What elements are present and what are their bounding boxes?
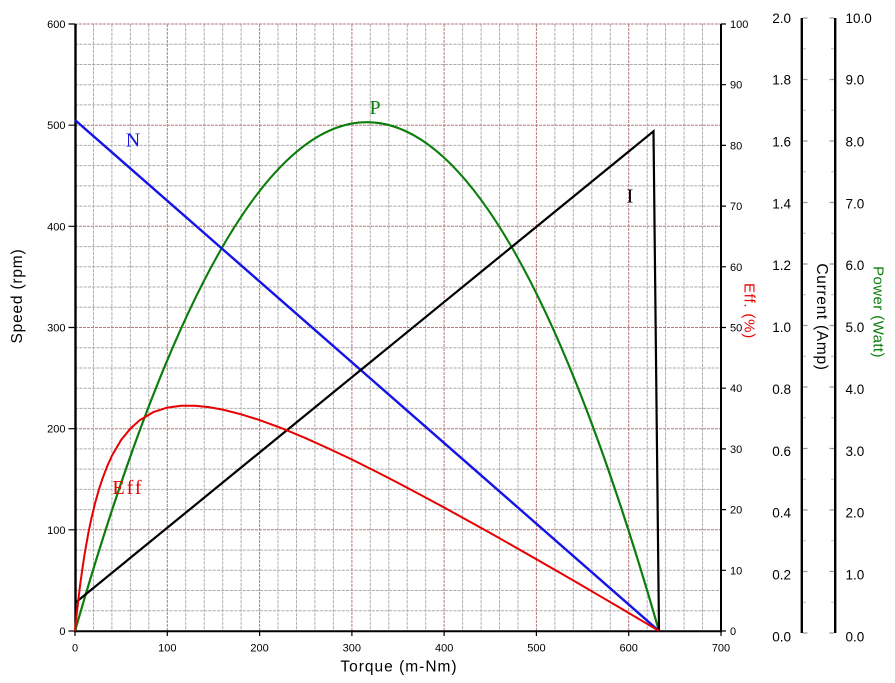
svg-text:400: 400	[47, 221, 65, 233]
svg-text:Eff. (%): Eff. (%)	[741, 283, 758, 339]
svg-text:Power (Watt): Power (Watt)	[870, 266, 887, 358]
svg-text:400: 400	[435, 643, 453, 655]
svg-text:0.8: 0.8	[772, 382, 791, 397]
svg-text:4.0: 4.0	[846, 382, 865, 397]
svg-text:1.2: 1.2	[772, 258, 791, 273]
svg-text:70: 70	[730, 201, 742, 213]
svg-text:80: 80	[730, 140, 742, 152]
svg-text:0.4: 0.4	[772, 506, 791, 521]
svg-text:20: 20	[730, 505, 742, 517]
svg-text:500: 500	[527, 643, 545, 655]
svg-text:100: 100	[158, 643, 176, 655]
svg-text:1.0: 1.0	[846, 567, 865, 582]
svg-text:0.0: 0.0	[846, 629, 865, 644]
svg-text:40: 40	[730, 383, 742, 395]
svg-text:P: P	[369, 97, 380, 119]
svg-text:1.0: 1.0	[772, 320, 791, 335]
svg-text:Current (Amp): Current (Amp)	[813, 263, 830, 370]
svg-text:0.0: 0.0	[772, 629, 791, 644]
svg-text:200: 200	[47, 424, 65, 436]
svg-text:200: 200	[250, 643, 268, 655]
svg-text:600: 600	[620, 643, 638, 655]
svg-text:9.0: 9.0	[846, 73, 865, 88]
svg-text:700: 700	[712, 643, 730, 655]
svg-text:500: 500	[47, 120, 65, 132]
svg-text:30: 30	[730, 444, 742, 456]
svg-text:8.0: 8.0	[846, 135, 865, 150]
svg-text:0.6: 0.6	[772, 444, 791, 459]
svg-text:0: 0	[72, 643, 78, 655]
svg-text:90: 90	[730, 80, 742, 92]
svg-text:1.8: 1.8	[772, 73, 791, 88]
svg-text:300: 300	[47, 323, 65, 335]
svg-text:300: 300	[343, 643, 361, 655]
svg-text:N: N	[126, 130, 140, 152]
svg-text:Speed (rpm): Speed (rpm)	[9, 249, 26, 344]
svg-text:100: 100	[730, 19, 748, 31]
svg-text:6.0: 6.0	[846, 258, 865, 273]
svg-text:3.0: 3.0	[846, 444, 865, 459]
svg-text:10: 10	[730, 565, 742, 577]
svg-text:5.0: 5.0	[846, 320, 865, 335]
svg-text:0.2: 0.2	[772, 567, 791, 582]
svg-text:50: 50	[730, 323, 742, 335]
svg-text:Eff: Eff	[112, 477, 143, 499]
svg-text:100: 100	[47, 525, 65, 537]
svg-text:2.0: 2.0	[846, 506, 865, 521]
svg-text:1.6: 1.6	[772, 135, 791, 150]
svg-text:Torque (m-Nm): Torque (m-Nm)	[340, 659, 457, 676]
svg-text:10.0: 10.0	[846, 11, 872, 26]
svg-text:1.4: 1.4	[772, 196, 791, 211]
svg-text:60: 60	[730, 262, 742, 274]
svg-text:0: 0	[59, 626, 65, 638]
svg-text:0: 0	[730, 626, 736, 638]
svg-text:7.0: 7.0	[846, 196, 865, 211]
svg-text:600: 600	[47, 19, 65, 31]
svg-text:2.0: 2.0	[772, 11, 791, 26]
svg-text:I: I	[627, 186, 634, 208]
